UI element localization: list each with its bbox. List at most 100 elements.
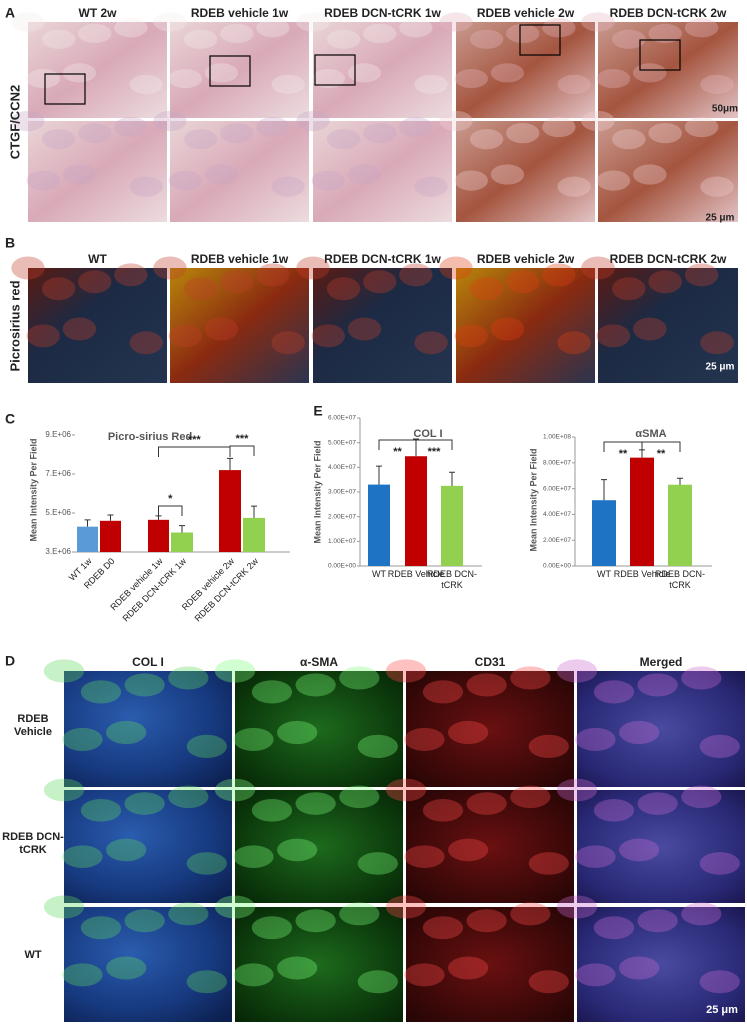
tissue-texture	[114, 18, 148, 38]
micrograph	[64, 790, 232, 903]
column-title: Merged	[640, 655, 683, 669]
tissue-texture	[681, 902, 722, 926]
tissue-texture	[168, 785, 209, 809]
tissue-texture	[26, 69, 60, 89]
tissue-texture	[62, 164, 97, 185]
y-tick-label: 5.E+06	[45, 508, 71, 517]
tissue-texture	[448, 956, 489, 980]
tissue-texture	[41, 277, 76, 301]
tissue-texture	[593, 799, 635, 822]
tissue-texture	[271, 74, 305, 94]
tissue-texture	[466, 909, 507, 933]
tissue-texture	[220, 270, 254, 294]
tissue-texture	[11, 256, 45, 280]
micrograph	[577, 907, 745, 1022]
y-tick-label: 3.00E+07	[328, 489, 356, 496]
chart-title: COL I	[413, 428, 442, 440]
tissue-texture	[124, 909, 165, 933]
tissue-texture	[26, 324, 60, 348]
row-label-box: RDEB Vehicle	[14, 713, 52, 738]
bar	[77, 526, 98, 552]
tissue-texture	[168, 666, 209, 690]
tissue-texture	[422, 916, 464, 940]
tissue-texture	[699, 970, 740, 994]
column-title: RDEB DCN-tCRK 1w	[324, 252, 441, 266]
bar	[243, 517, 265, 552]
micrograph	[235, 907, 403, 1022]
micrograph	[577, 790, 745, 903]
tissue-texture	[357, 852, 398, 875]
tissue-texture	[575, 845, 616, 868]
tissue-texture	[399, 116, 433, 138]
column-title: WT 2w	[79, 6, 118, 20]
tissue-texture	[556, 895, 598, 919]
column-title: RDEB DCN-tCRK 2w	[610, 6, 727, 20]
tissue-texture	[414, 331, 448, 355]
tissue-texture	[204, 164, 239, 185]
tissue-texture	[168, 170, 202, 191]
x-tick-label: RDEB Vehicle	[387, 569, 445, 579]
tissue-texture	[399, 18, 433, 38]
error-bar	[155, 515, 162, 520]
bar	[148, 519, 169, 552]
column-title: α-SMA	[300, 655, 338, 669]
tissue-texture	[414, 74, 448, 94]
tissue-texture	[220, 23, 254, 44]
micrograph	[313, 22, 452, 118]
micrograph	[313, 268, 452, 383]
tissue-texture	[363, 23, 397, 44]
tissue-texture	[637, 792, 678, 815]
error-bar	[601, 479, 607, 501]
row-label: CTGF/CCN2	[7, 85, 22, 159]
tissue-texture	[62, 317, 97, 341]
tissue-texture	[557, 331, 591, 355]
tissue-texture	[454, 69, 488, 89]
tissue-texture	[326, 277, 361, 301]
tissue-texture	[357, 970, 398, 994]
tissue-texture	[311, 69, 345, 89]
micrograph	[598, 121, 738, 222]
micrograph	[64, 907, 232, 1022]
tissue-texture	[439, 12, 473, 32]
tissue-texture	[347, 164, 382, 185]
panel-label: A	[5, 5, 15, 21]
significance-label: *	[168, 493, 173, 505]
y-tick-label: 0.00E+00	[328, 563, 356, 570]
column-title: RDEB vehicle 1w	[191, 252, 289, 266]
tissue-texture	[357, 734, 398, 759]
tissue-texture	[347, 63, 382, 83]
tissue-texture	[469, 129, 504, 150]
tissue-texture	[339, 785, 380, 809]
tissue-texture	[186, 852, 227, 875]
scale-bar-label: 25 μm	[706, 362, 735, 373]
tissue-texture	[648, 270, 682, 294]
tissue-texture	[612, 277, 646, 301]
significance-label: **	[393, 446, 402, 458]
micrograph	[28, 268, 167, 383]
tissue-texture	[422, 680, 464, 704]
y-tick-label: 6.00E+07	[328, 415, 356, 422]
micrograph	[456, 268, 595, 383]
tissue-texture	[271, 176, 305, 197]
tissue-texture	[454, 324, 488, 348]
column-title: COL I	[132, 655, 164, 669]
panel-label: E	[313, 403, 322, 419]
tissue-texture	[700, 74, 734, 94]
scale-bar-label: 25 μm	[706, 1004, 738, 1016]
y-tick-label: 7.E+06	[45, 469, 71, 478]
tissue-texture	[106, 720, 147, 745]
column-title: RDEB vehicle 2w	[477, 252, 575, 266]
tissue-texture	[326, 129, 361, 150]
tissue-texture	[80, 916, 122, 940]
tissue-texture	[339, 902, 380, 926]
x-tick-label: WT	[597, 569, 611, 579]
panel-label: B	[5, 235, 15, 251]
tissue-texture	[153, 12, 187, 32]
micrograph	[406, 907, 574, 1022]
column-title: RDEB vehicle 2w	[477, 6, 575, 20]
tissue-texture	[214, 895, 256, 919]
bar	[219, 470, 241, 552]
tissue-texture	[339, 666, 380, 690]
